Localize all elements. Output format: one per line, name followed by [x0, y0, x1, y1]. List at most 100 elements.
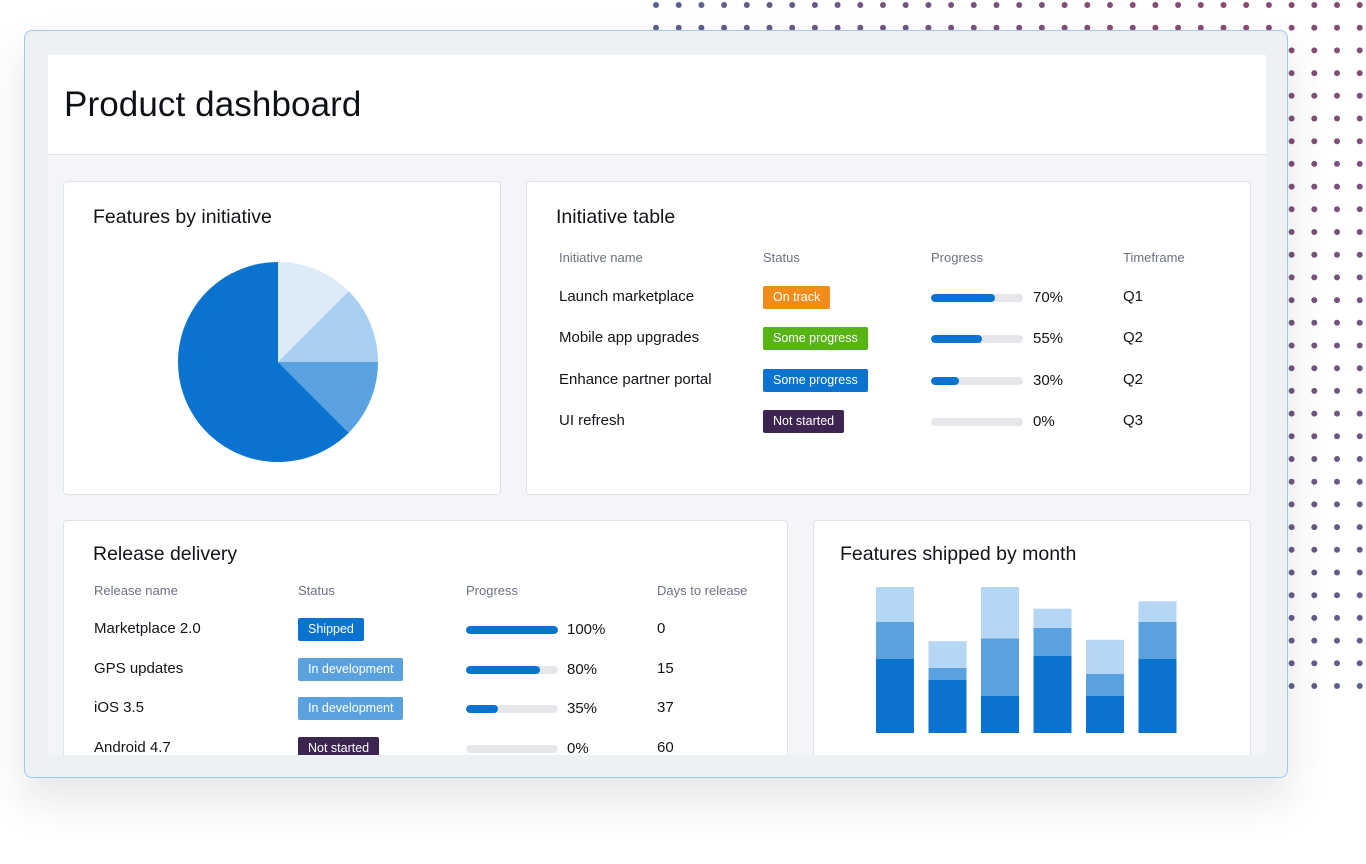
pie-slice-2[interactable]	[278, 362, 378, 433]
bar-month-6-segment-2[interactable]	[1138, 622, 1177, 659]
background-dot	[1129, 2, 1136, 8]
background-dot	[1311, 637, 1318, 644]
background-dot	[1288, 297, 1295, 304]
row-name: Mobile app upgrades	[559, 329, 700, 347]
background-dot	[1334, 47, 1340, 54]
background-dot	[1334, 319, 1340, 326]
background-dot	[1107, 2, 1113, 8]
background-dot	[1356, 92, 1363, 99]
bar-month-6-segment-1[interactable]	[1138, 659, 1177, 733]
background-dot	[1311, 387, 1318, 394]
background-dot	[1288, 683, 1295, 689]
progress-bar	[931, 376, 1023, 385]
progress-percent: 100%	[567, 621, 606, 638]
background-dot	[653, 2, 659, 8]
background-dot	[1356, 660, 1363, 667]
column-header-timeframe: Timeframe	[1123, 250, 1185, 265]
background-dot	[1311, 297, 1318, 304]
background-dot	[1356, 319, 1363, 326]
progress-percent: 30%	[1033, 371, 1064, 389]
background-dot	[1311, 274, 1318, 281]
background-dot	[1356, 274, 1363, 281]
row-name: iOS 3.5	[94, 699, 145, 716]
status-badge: In development	[298, 697, 404, 720]
background-dot	[1334, 251, 1340, 258]
background-dot	[1356, 501, 1363, 508]
pie-slice-1[interactable]	[177, 262, 349, 462]
background-dot	[1288, 206, 1295, 213]
bar-month-4-segment-3[interactable]	[1033, 608, 1072, 628]
background-dot	[1356, 410, 1363, 417]
background-dot	[1288, 160, 1295, 167]
bar-month-5-segment-2[interactable]	[1086, 673, 1124, 696]
bar-month-4-segment-1[interactable]	[1033, 656, 1072, 733]
background-dot	[1061, 2, 1068, 8]
background-dot	[1288, 569, 1295, 576]
table-row[interactable]: UI refresh Not started 0% Q3	[527, 407, 1250, 437]
background-dot	[1356, 592, 1363, 599]
background-dot	[1288, 592, 1295, 599]
table-row[interactable]: GPS updates In development 80% 15	[64, 655, 787, 685]
bar-month-1-segment-3[interactable]	[876, 587, 914, 622]
initiative-table-card[interactable]: Initiative table Initiative name Status Pr…	[526, 181, 1251, 495]
features-shipped-card[interactable]: Features shipped by month	[813, 520, 1251, 755]
bar-month-2-segment-1[interactable]	[928, 679, 967, 733]
bar-month-1-segment-1[interactable]	[876, 659, 914, 733]
row-name: GPS updates	[94, 659, 184, 677]
table-row[interactable]: Launch marketplace On track 70% Q1	[527, 283, 1250, 313]
table-row[interactable]: Mobile app upgrades Some progress 55% Q2	[527, 324, 1250, 354]
background-dot	[811, 2, 818, 8]
bar-month-2-segment-2[interactable]	[928, 667, 967, 680]
features-by-initiative-card[interactable]: Features by initiative	[63, 181, 501, 495]
bar-month-3-segment-2[interactable]	[981, 638, 1019, 696]
table-row[interactable]: Enhance partner portal Some progress 30% Q2	[527, 366, 1250, 396]
background-dot	[1288, 501, 1295, 508]
column-header-days-to-release: Days to release	[657, 583, 748, 598]
page-title: Product dashboard	[64, 85, 362, 124]
background-dot	[1334, 274, 1340, 281]
bar-month-6-segment-3[interactable]	[1138, 601, 1177, 622]
table-row[interactable]: Android 4.7 Not started 0% 60	[64, 734, 787, 755]
table-row[interactable]: iOS 3.5 In development 35% 37	[64, 694, 787, 724]
background-dot	[1356, 160, 1363, 167]
background-dot	[1311, 433, 1318, 440]
page-header: Product dashboard	[48, 55, 1266, 155]
release-delivery-card[interactable]: Release delivery Release name Status Progr…	[63, 520, 788, 755]
bar-month-4-segment-2[interactable]	[1033, 627, 1072, 656]
bar-month-3-segment-3[interactable]	[981, 587, 1019, 639]
background-dot	[1356, 433, 1363, 440]
bar-month-5-segment-3[interactable]	[1086, 639, 1124, 674]
table-row[interactable]: Marketplace 2.0 Shipped 100% 0	[64, 615, 787, 645]
pie-slice-4[interactable]	[278, 262, 349, 362]
progress-bar-fill	[931, 335, 982, 344]
background-dot	[1175, 2, 1182, 8]
background-dot	[1334, 229, 1340, 235]
background-dot	[1334, 524, 1340, 531]
background-dot	[1356, 70, 1363, 77]
background-dot	[1311, 683, 1318, 689]
background-dot	[1288, 2, 1295, 8]
background-dot	[1334, 637, 1340, 644]
background-dot	[1288, 456, 1295, 462]
card-title: Features by initiative	[93, 206, 272, 228]
timeframe: Q2	[1123, 370, 1144, 388]
background-dot	[1311, 138, 1318, 145]
background-dot	[925, 2, 932, 8]
background-dot	[1152, 2, 1159, 8]
features-shipped-bar-chart	[876, 587, 1177, 733]
background-dot	[1334, 501, 1340, 508]
background-dot	[1334, 297, 1340, 304]
bar-month-3-segment-1[interactable]	[981, 696, 1019, 733]
background-dot	[675, 2, 682, 8]
pie-slice-3[interactable]	[278, 291, 378, 362]
background-dot	[1288, 410, 1295, 417]
background-dot	[1311, 251, 1318, 258]
bar-month-1-segment-2[interactable]	[876, 622, 914, 659]
background-dot	[1243, 2, 1250, 8]
background-dot	[1356, 456, 1363, 462]
background-dot	[1356, 478, 1363, 485]
bar-month-2-segment-3[interactable]	[928, 641, 967, 668]
background-dot	[1288, 24, 1295, 31]
dashboard-window: Product dashboard Features by initiative…	[24, 30, 1288, 778]
bar-month-5-segment-1[interactable]	[1086, 696, 1124, 733]
